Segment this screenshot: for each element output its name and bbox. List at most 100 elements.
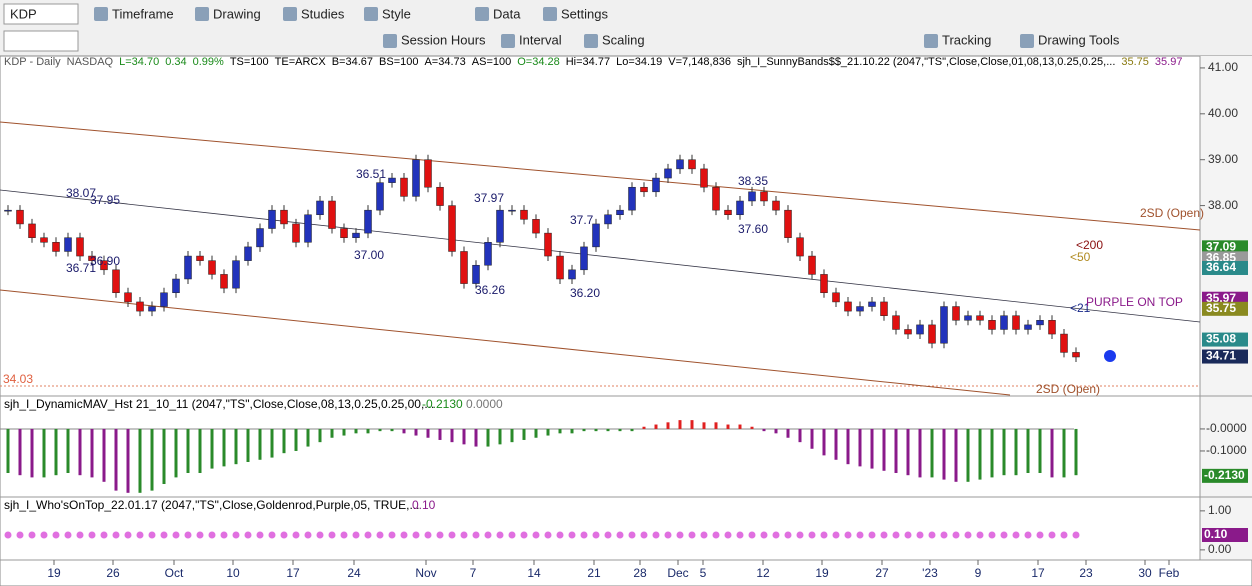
candle — [460, 251, 468, 284]
x-tick-label: '23 — [922, 566, 938, 580]
toolbar-button[interactable]: Style — [382, 6, 411, 21]
hist-bar — [1014, 428, 1018, 476]
state-dot — [304, 531, 312, 539]
symbol[interactable]: KDP — [10, 6, 37, 21]
toolbar-button[interactable]: Scaling — [602, 32, 645, 47]
candle — [340, 228, 348, 238]
state-dot — [196, 531, 204, 539]
header-field: NASDAQ — [67, 56, 114, 68]
marker-dot — [1104, 350, 1116, 362]
x-tick-label: 7 — [470, 566, 477, 580]
candle — [964, 315, 972, 321]
state-dot — [4, 531, 12, 539]
candle — [544, 232, 552, 257]
state-dot — [664, 531, 672, 539]
candle — [580, 246, 588, 271]
hist-bar — [198, 428, 202, 473]
symbol-box[interactable] — [3, 3, 79, 25]
candle — [796, 237, 804, 257]
toolbar-button[interactable]: Data — [493, 6, 521, 21]
hist-bar — [234, 428, 238, 465]
state-dot — [568, 531, 576, 539]
state-dot — [856, 531, 864, 539]
state-dot — [556, 531, 564, 539]
hist-bar — [222, 428, 226, 467]
state-dot — [112, 531, 120, 539]
hist-bar — [570, 428, 574, 434]
hist-bar — [282, 428, 286, 454]
candle — [448, 205, 456, 252]
x-tick-label: 28 — [633, 566, 647, 580]
toolbar-button[interactable]: Interval — [519, 32, 562, 47]
trend-channel — [0, 121, 1201, 231]
y-tick-label: 40.00 — [1208, 106, 1238, 120]
state-dot — [448, 531, 456, 539]
hist-bar — [930, 428, 934, 478]
panel-value: 0.10 — [412, 498, 436, 512]
candle — [496, 209, 504, 243]
state-dot — [184, 531, 192, 539]
hist-bar — [306, 428, 310, 447]
hist-bar — [498, 428, 502, 445]
price-tag-label: 35.97 — [1206, 291, 1236, 305]
state-dot — [220, 531, 228, 539]
hist-bar — [522, 428, 526, 440]
candle — [532, 219, 540, 234]
toolbar-button[interactable]: Timeframe — [112, 6, 174, 21]
toolbar-button[interactable]: Drawing Tools — [1038, 32, 1120, 47]
price-tag-label: 34.71 — [1206, 349, 1236, 363]
state-dot — [820, 531, 828, 539]
state-dot — [328, 531, 336, 539]
price-annotation: 37.95 — [90, 193, 120, 207]
state-dot — [772, 531, 780, 539]
hist-bar — [270, 428, 274, 458]
state-dot — [460, 531, 468, 539]
hist-bar — [30, 428, 34, 478]
toolbar-button[interactable]: Studies — [301, 6, 345, 21]
state-dot — [280, 531, 288, 539]
hist-bar — [18, 428, 22, 476]
state-dot — [100, 531, 108, 539]
state-dot — [268, 531, 276, 539]
hist-bar — [594, 428, 598, 432]
hist-bar — [162, 428, 166, 485]
toolbar-button[interactable]: Drawing — [213, 6, 261, 21]
x-tick-label: Feb — [1159, 566, 1180, 580]
y-tick-label: -0.0000 — [1206, 421, 1247, 435]
toolbar-button[interactable]: Settings — [561, 6, 608, 21]
x-tick-label: 17 — [1031, 566, 1045, 580]
hist-bar — [1002, 428, 1006, 476]
state-dot — [808, 531, 816, 539]
candle — [52, 242, 60, 252]
interval-box[interactable] — [3, 30, 79, 52]
header-field: V=7,148,836 — [668, 56, 731, 68]
candle — [1060, 333, 1068, 353]
hist-bar — [702, 422, 706, 429]
candle — [268, 209, 276, 229]
candle — [328, 200, 336, 229]
hist-bar — [390, 428, 394, 432]
state-dot — [376, 531, 384, 539]
panel-value: 0.0000 — [466, 397, 503, 411]
candle — [424, 159, 432, 188]
state-dot — [520, 531, 528, 539]
candle — [400, 177, 408, 197]
candle — [196, 255, 204, 261]
price-tag-label: 35.75 — [1206, 301, 1236, 315]
annotation: PURPLE ON TOP — [1086, 295, 1183, 309]
x-tick-label: Oct — [165, 566, 184, 580]
hist-bar — [1074, 428, 1078, 476]
state-dot — [748, 531, 756, 539]
toolbar-button[interactable]: Session Hours — [401, 32, 486, 47]
hist-bar — [906, 428, 910, 476]
hist-bar — [342, 428, 346, 436]
candle — [748, 191, 756, 202]
candle — [112, 269, 120, 294]
state-dot — [724, 531, 732, 539]
trend-channel — [0, 289, 1011, 396]
state-dot — [352, 531, 360, 539]
toolbar-button[interactable]: Tracking — [942, 32, 991, 47]
candle — [148, 306, 156, 312]
annotation: 2SD (Open) — [1140, 206, 1204, 220]
candle — [880, 301, 888, 316]
